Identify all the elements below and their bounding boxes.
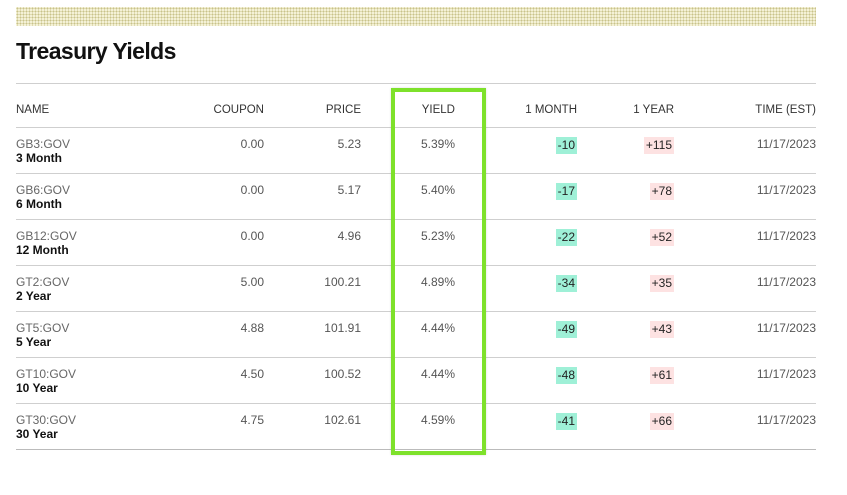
name-cell: GT30:GOV 30 Year (16, 403, 146, 450)
tenor-label: 3 Month (16, 150, 62, 165)
time-cell: 11/17/2023 (674, 127, 816, 174)
tenor-label: 5 Year (16, 334, 52, 349)
yield-cell: 4.44% (361, 311, 455, 358)
one-month-change-cell: -34 (455, 265, 577, 312)
name-cell: GB6:GOV 6 Month (16, 173, 146, 220)
tenor-label: 6 Month (16, 196, 62, 211)
ticker-link[interactable]: GT10:GOV (16, 366, 77, 381)
coupon-cell: 0.00 (146, 127, 264, 174)
change-badge: -10 (555, 136, 577, 154)
one-month-change-cell: -48 (455, 357, 577, 404)
change-badge: +66 (649, 412, 674, 430)
price-cell: 100.52 (264, 357, 361, 404)
one-year-change-cell: +115 (577, 127, 674, 174)
table-row[interactable]: GB3:GOV 3 Month 0.00 5.23 5.39% -10 +115… (16, 127, 816, 174)
time-cell: 11/17/2023 (674, 311, 816, 358)
yield-cell: 4.44% (361, 357, 455, 404)
price-cell: 5.17 (264, 173, 361, 220)
ticker-link[interactable]: GT2:GOV (16, 274, 70, 289)
decorative-header-band (16, 7, 816, 26)
coupon-cell: 4.50 (146, 357, 264, 404)
table-row[interactable]: GB6:GOV 6 Month 0.00 5.17 5.40% -17 +78 … (16, 173, 816, 220)
time-cell: 11/17/2023 (674, 403, 816, 450)
column-header-coupon[interactable]: COUPON (146, 97, 264, 128)
name-cell: GB12:GOV 12 Month (16, 219, 146, 266)
one-year-change-cell: +78 (577, 173, 674, 220)
one-month-change-cell: -22 (455, 219, 577, 266)
price-cell: 5.23 (264, 127, 361, 174)
table-header-row: NAME COUPON PRICE YIELD 1 MONTH 1 YEAR T… (16, 97, 816, 128)
table-row[interactable]: GT2:GOV 2 Year 5.00 100.21 4.89% -34 +35… (16, 265, 816, 312)
coupon-cell: 4.88 (146, 311, 264, 358)
change-badge: +61 (649, 366, 674, 384)
yield-cell: 4.89% (361, 265, 455, 312)
change-badge: -34 (555, 274, 577, 292)
change-badge: -17 (555, 182, 577, 200)
tenor-label: 10 Year (16, 380, 58, 395)
table-row[interactable]: GB12:GOV 12 Month 0.00 4.96 5.23% -22 +5… (16, 219, 816, 266)
ticker-link[interactable]: GB3:GOV (16, 136, 71, 151)
column-header-1-year[interactable]: 1 YEAR (577, 97, 674, 128)
tenor-label: 30 Year (16, 426, 58, 441)
ticker-link[interactable]: GT30:GOV (16, 412, 77, 427)
yield-cell: 5.39% (361, 127, 455, 174)
name-cell: GT10:GOV 10 Year (16, 357, 146, 404)
change-badge: -41 (555, 412, 577, 430)
ticker-link[interactable]: GB12:GOV (16, 228, 77, 243)
yield-cell: 5.40% (361, 173, 455, 220)
name-cell: GT5:GOV 5 Year (16, 311, 146, 358)
column-header-time[interactable]: TIME (EST) (674, 97, 816, 128)
name-cell: GT2:GOV 2 Year (16, 265, 146, 312)
change-badge: -48 (555, 366, 577, 384)
table-row[interactable]: GT30:GOV 30 Year 4.75 102.61 4.59% -41 +… (16, 403, 816, 450)
coupon-cell: 5.00 (146, 265, 264, 312)
change-badge: +35 (649, 274, 674, 292)
column-header-price[interactable]: PRICE (264, 97, 361, 128)
one-month-change-cell: -17 (455, 173, 577, 220)
yield-cell: 5.23% (361, 219, 455, 266)
page-title: Treasury Yields (16, 38, 176, 64)
one-month-change-cell: -49 (455, 311, 577, 358)
table-row[interactable]: GT5:GOV 5 Year 4.88 101.91 4.44% -49 +43… (16, 311, 816, 358)
change-badge: +78 (649, 182, 674, 200)
change-badge: -22 (555, 228, 577, 246)
one-year-change-cell: +66 (577, 403, 674, 450)
divider (16, 83, 816, 84)
time-cell: 11/17/2023 (674, 173, 816, 220)
one-year-change-cell: +61 (577, 357, 674, 404)
column-header-1-month[interactable]: 1 MONTH (455, 97, 577, 128)
change-badge: +115 (643, 136, 674, 154)
price-cell: 100.21 (264, 265, 361, 312)
coupon-cell: 0.00 (146, 173, 264, 220)
price-cell: 101.91 (264, 311, 361, 358)
tenor-label: 12 Month (16, 242, 69, 257)
time-cell: 11/17/2023 (674, 357, 816, 404)
name-cell: GB3:GOV 3 Month (16, 127, 146, 174)
one-month-change-cell: -10 (455, 127, 577, 174)
time-cell: 11/17/2023 (674, 219, 816, 266)
tenor-label: 2 Year (16, 288, 52, 303)
ticker-link[interactable]: GT5:GOV (16, 320, 70, 335)
yield-cell: 4.59% (361, 403, 455, 450)
ticker-link[interactable]: GB6:GOV (16, 182, 71, 197)
one-year-change-cell: +35 (577, 265, 674, 312)
coupon-cell: 4.75 (146, 403, 264, 450)
treasury-yields-table: NAME COUPON PRICE YIELD 1 MONTH 1 YEAR T… (16, 97, 816, 450)
one-month-change-cell: -41 (455, 403, 577, 450)
table-row[interactable]: GT10:GOV 10 Year 4.50 100.52 4.44% -48 +… (16, 357, 816, 404)
price-cell: 4.96 (264, 219, 361, 266)
change-badge: -49 (555, 320, 577, 338)
change-badge: +52 (649, 228, 674, 246)
time-cell: 11/17/2023 (674, 265, 816, 312)
coupon-cell: 0.00 (146, 219, 264, 266)
change-badge: +43 (649, 320, 674, 338)
column-header-yield[interactable]: YIELD (361, 97, 455, 128)
one-year-change-cell: +52 (577, 219, 674, 266)
column-header-name[interactable]: NAME (16, 97, 146, 128)
one-year-change-cell: +43 (577, 311, 674, 358)
price-cell: 102.61 (264, 403, 361, 450)
